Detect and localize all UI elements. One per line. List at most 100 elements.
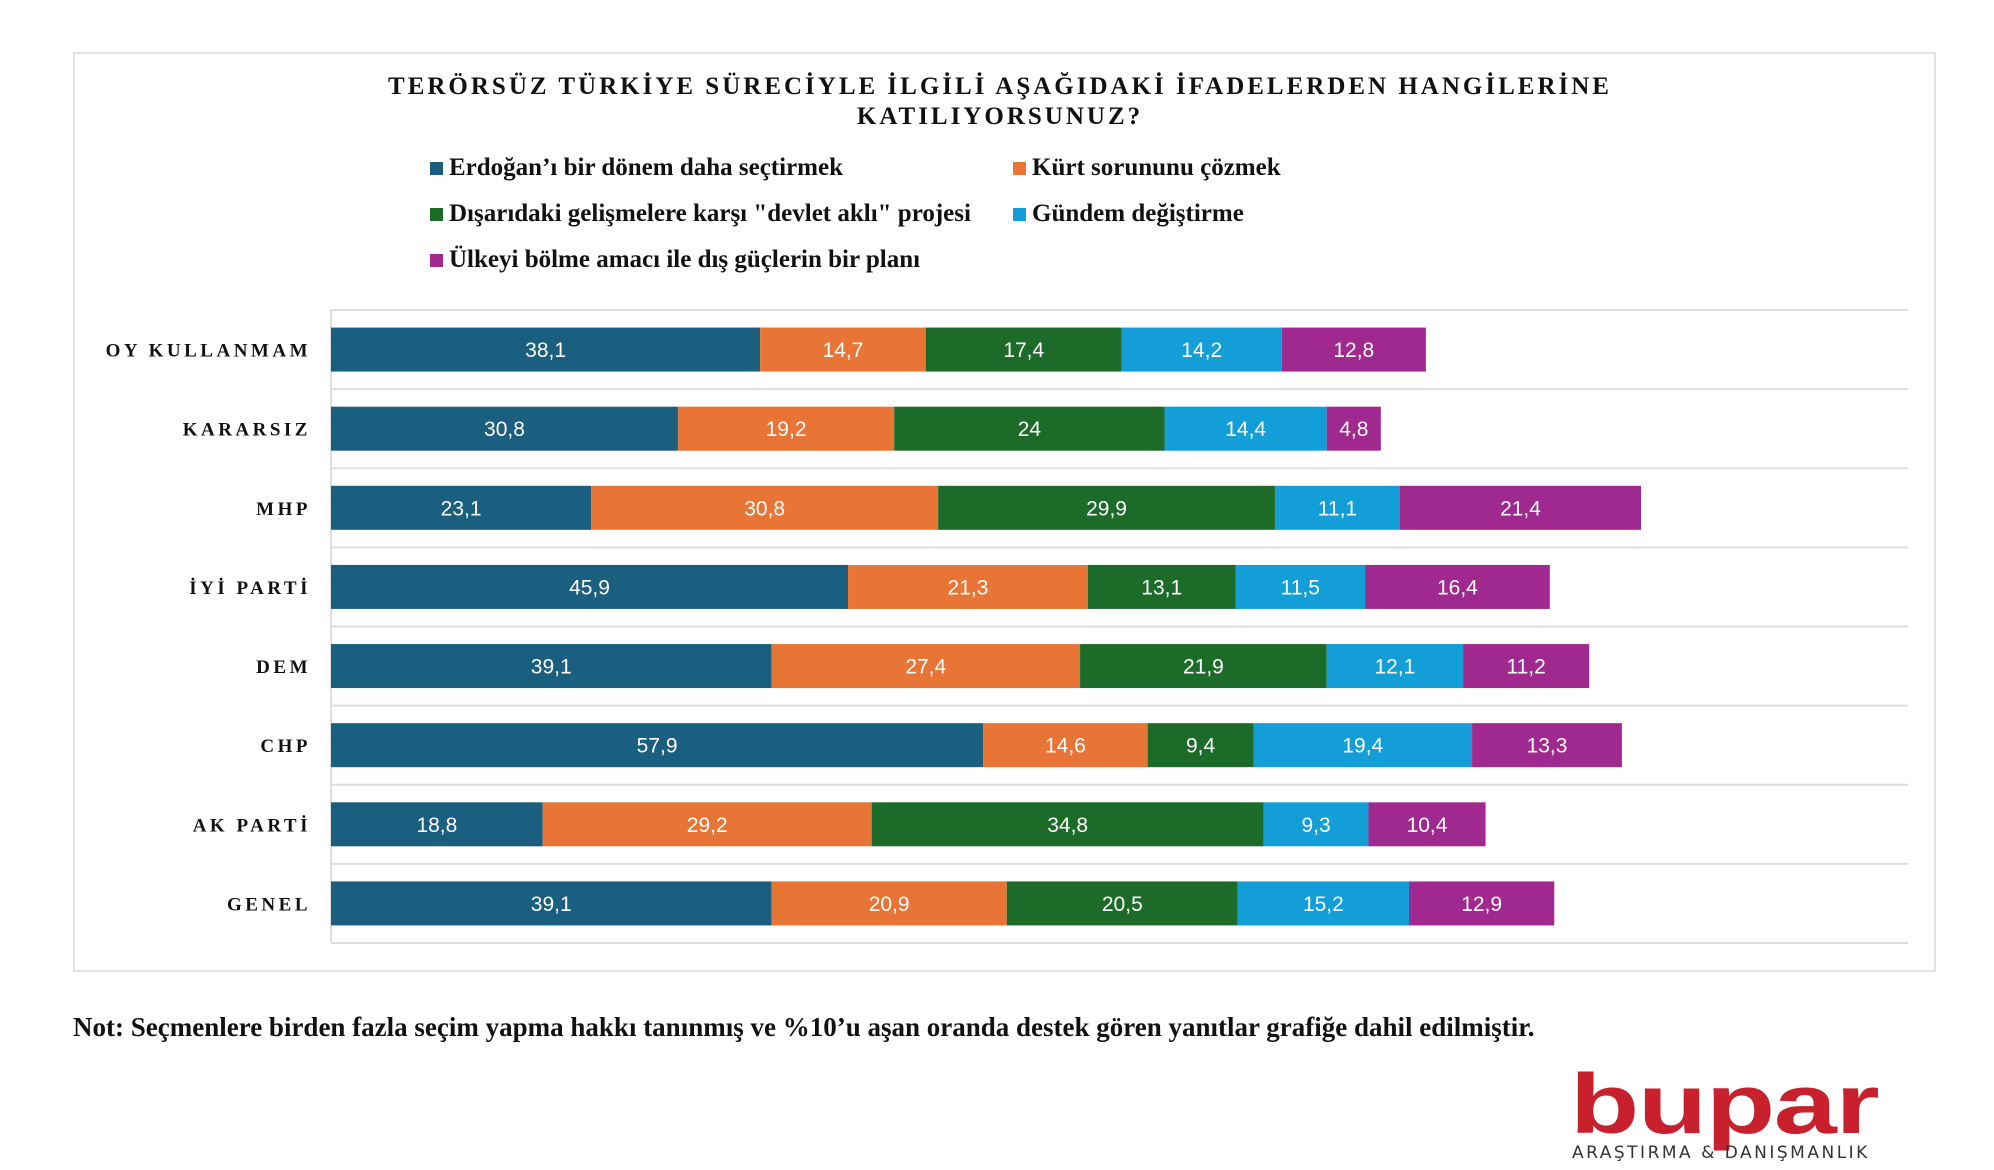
bar-segment (1365, 564, 1550, 609)
footnote: Not: Seçmenlere birden fazla seçim yapma… (73, 1012, 1535, 1042)
data-label: 38,1 (525, 339, 566, 362)
data-label: 21,3 (948, 576, 989, 599)
bar-segment (1408, 881, 1555, 926)
data-label: 14,7 (823, 339, 864, 362)
chart-title-line-2: KATILIYORSUNUZ? (856, 103, 1144, 130)
legend-label: Ülkeyi bölme amacı ile dış güçlerin bir … (449, 246, 921, 273)
category-label: GENEL (227, 894, 311, 915)
data-label: 12,1 (1374, 656, 1415, 679)
data-label: 16,4 (1437, 576, 1478, 599)
bar-segment (677, 406, 895, 451)
bupar-logo: bupar ARAŞTIRMA & DANIŞMANLIK (1570, 1062, 1960, 1163)
bar-segment (331, 802, 543, 847)
data-label: 11,2 (1506, 656, 1545, 679)
legend-swatch (430, 207, 443, 221)
data-label: 57,9 (637, 735, 678, 758)
bar-segment (1237, 881, 1409, 926)
data-label: 27,4 (905, 656, 946, 679)
data-label: 20,9 (869, 893, 910, 916)
bar-segment (894, 406, 1165, 451)
legend-swatch (430, 253, 443, 267)
bar-segment (1463, 644, 1590, 689)
bar-segment (1253, 723, 1473, 768)
bar-segment (1274, 485, 1400, 530)
bar-segment (1399, 485, 1642, 530)
bar-segment (331, 881, 772, 926)
legend-label: Kürt sorununu çözmek (1032, 154, 1281, 181)
bar-segment (1121, 327, 1282, 372)
data-label: 45,9 (569, 576, 610, 599)
data-label: 11,1 (1318, 497, 1357, 520)
data-label: 17,4 (1003, 339, 1044, 362)
bar-segment (331, 485, 592, 530)
data-label: 19,2 (766, 418, 807, 441)
data-label: 14,6 (1045, 735, 1086, 758)
data-label: 12,8 (1333, 339, 1374, 362)
legend-label: Gündem değiştirme (1032, 200, 1244, 227)
bar-segment (1164, 406, 1327, 451)
legend-item-erdogan: Erdoğan’ı bir dönem daha seçtirmek (430, 154, 843, 182)
category-label: DEM (256, 657, 311, 678)
data-label: 10,4 (1407, 814, 1448, 837)
bar-segment (983, 723, 1148, 768)
bar-segment (331, 406, 678, 451)
bar-segment (331, 723, 984, 768)
data-label: 14,2 (1181, 339, 1222, 362)
data-label: 13,3 (1527, 735, 1568, 758)
bar-segment (1281, 327, 1426, 372)
data-label: 34,8 (1047, 814, 1088, 837)
chart-title: TERÖRSÜZ TÜRKİYE SÜRECİYLE İLGİLİ AŞAĞID… (280, 72, 1720, 132)
category-label: KARARSIZ (183, 420, 311, 441)
legend-label: Erdoğan’ı bir dönem daha seçtirmek (449, 154, 843, 181)
bar-segment (1263, 802, 1369, 847)
bar-segment (1326, 644, 1464, 689)
data-label: 11,5 (1281, 576, 1320, 599)
legend-label: Dışarıdaki gelişmelere karşı "devlet akl… (449, 200, 971, 227)
category-label: MHP (256, 499, 311, 520)
bar-segment (1368, 802, 1486, 847)
data-label: 29,2 (687, 814, 728, 837)
chart-title-line-1: TERÖRSÜZ TÜRKİYE SÜRECİYLE İLGİLİ AŞAĞID… (388, 73, 1612, 100)
logo-wordmark: bupar (1570, 1057, 1880, 1151)
bar-segment (1472, 723, 1622, 768)
data-label: 12,9 (1461, 893, 1502, 916)
data-label: 24 (1018, 418, 1042, 441)
bar-segment (771, 644, 1081, 689)
bar-segment (938, 485, 1275, 530)
bar-segment (1147, 723, 1254, 768)
data-label: 21,9 (1183, 656, 1224, 679)
bar-segment (331, 644, 772, 689)
category-label: AK PARTİ (193, 815, 311, 836)
legend-swatch (1013, 207, 1026, 221)
data-label: 20,5 (1102, 893, 1143, 916)
logo-tagline: ARAŞTIRMA & DANIŞMANLIK (1572, 1143, 1870, 1163)
category-label: OY KULLANMAM (106, 341, 311, 362)
bar-segment (1080, 644, 1327, 689)
bar-segment (771, 881, 1007, 926)
bar-segment (331, 327, 761, 372)
data-label: 9,4 (1186, 735, 1216, 758)
legend-item-ulkeyi-bolme: Ülkeyi bölme amacı ile dış güçlerin bir … (430, 246, 920, 274)
legend-swatch (430, 161, 443, 175)
data-label: 39,1 (531, 893, 572, 916)
bar-segment (542, 802, 872, 847)
legend-item-gundem: Gündem değiştirme (1013, 200, 1244, 228)
legend-item-devlet-akli: Dışarıdaki gelişmelere karşı "devlet akl… (430, 200, 971, 228)
bar-segment (591, 485, 939, 530)
bar-segment (871, 802, 1264, 847)
data-label: 18,8 (416, 814, 457, 837)
data-label: 9,3 (1301, 814, 1330, 837)
data-label: 14,4 (1225, 418, 1266, 441)
data-label: 29,9 (1086, 497, 1127, 520)
data-label: 19,4 (1342, 735, 1383, 758)
data-label: 4,8 (1339, 418, 1368, 441)
data-label: 30,8 (484, 418, 525, 441)
data-label: 39,1 (531, 656, 572, 679)
bar-segment (1006, 881, 1238, 926)
data-label: 21,4 (1500, 497, 1541, 520)
bar-segment (331, 564, 849, 609)
legend-item-kurt: Kürt sorununu çözmek (1013, 154, 1281, 182)
legend-swatch (1013, 161, 1026, 175)
data-label: 23,1 (441, 497, 482, 520)
